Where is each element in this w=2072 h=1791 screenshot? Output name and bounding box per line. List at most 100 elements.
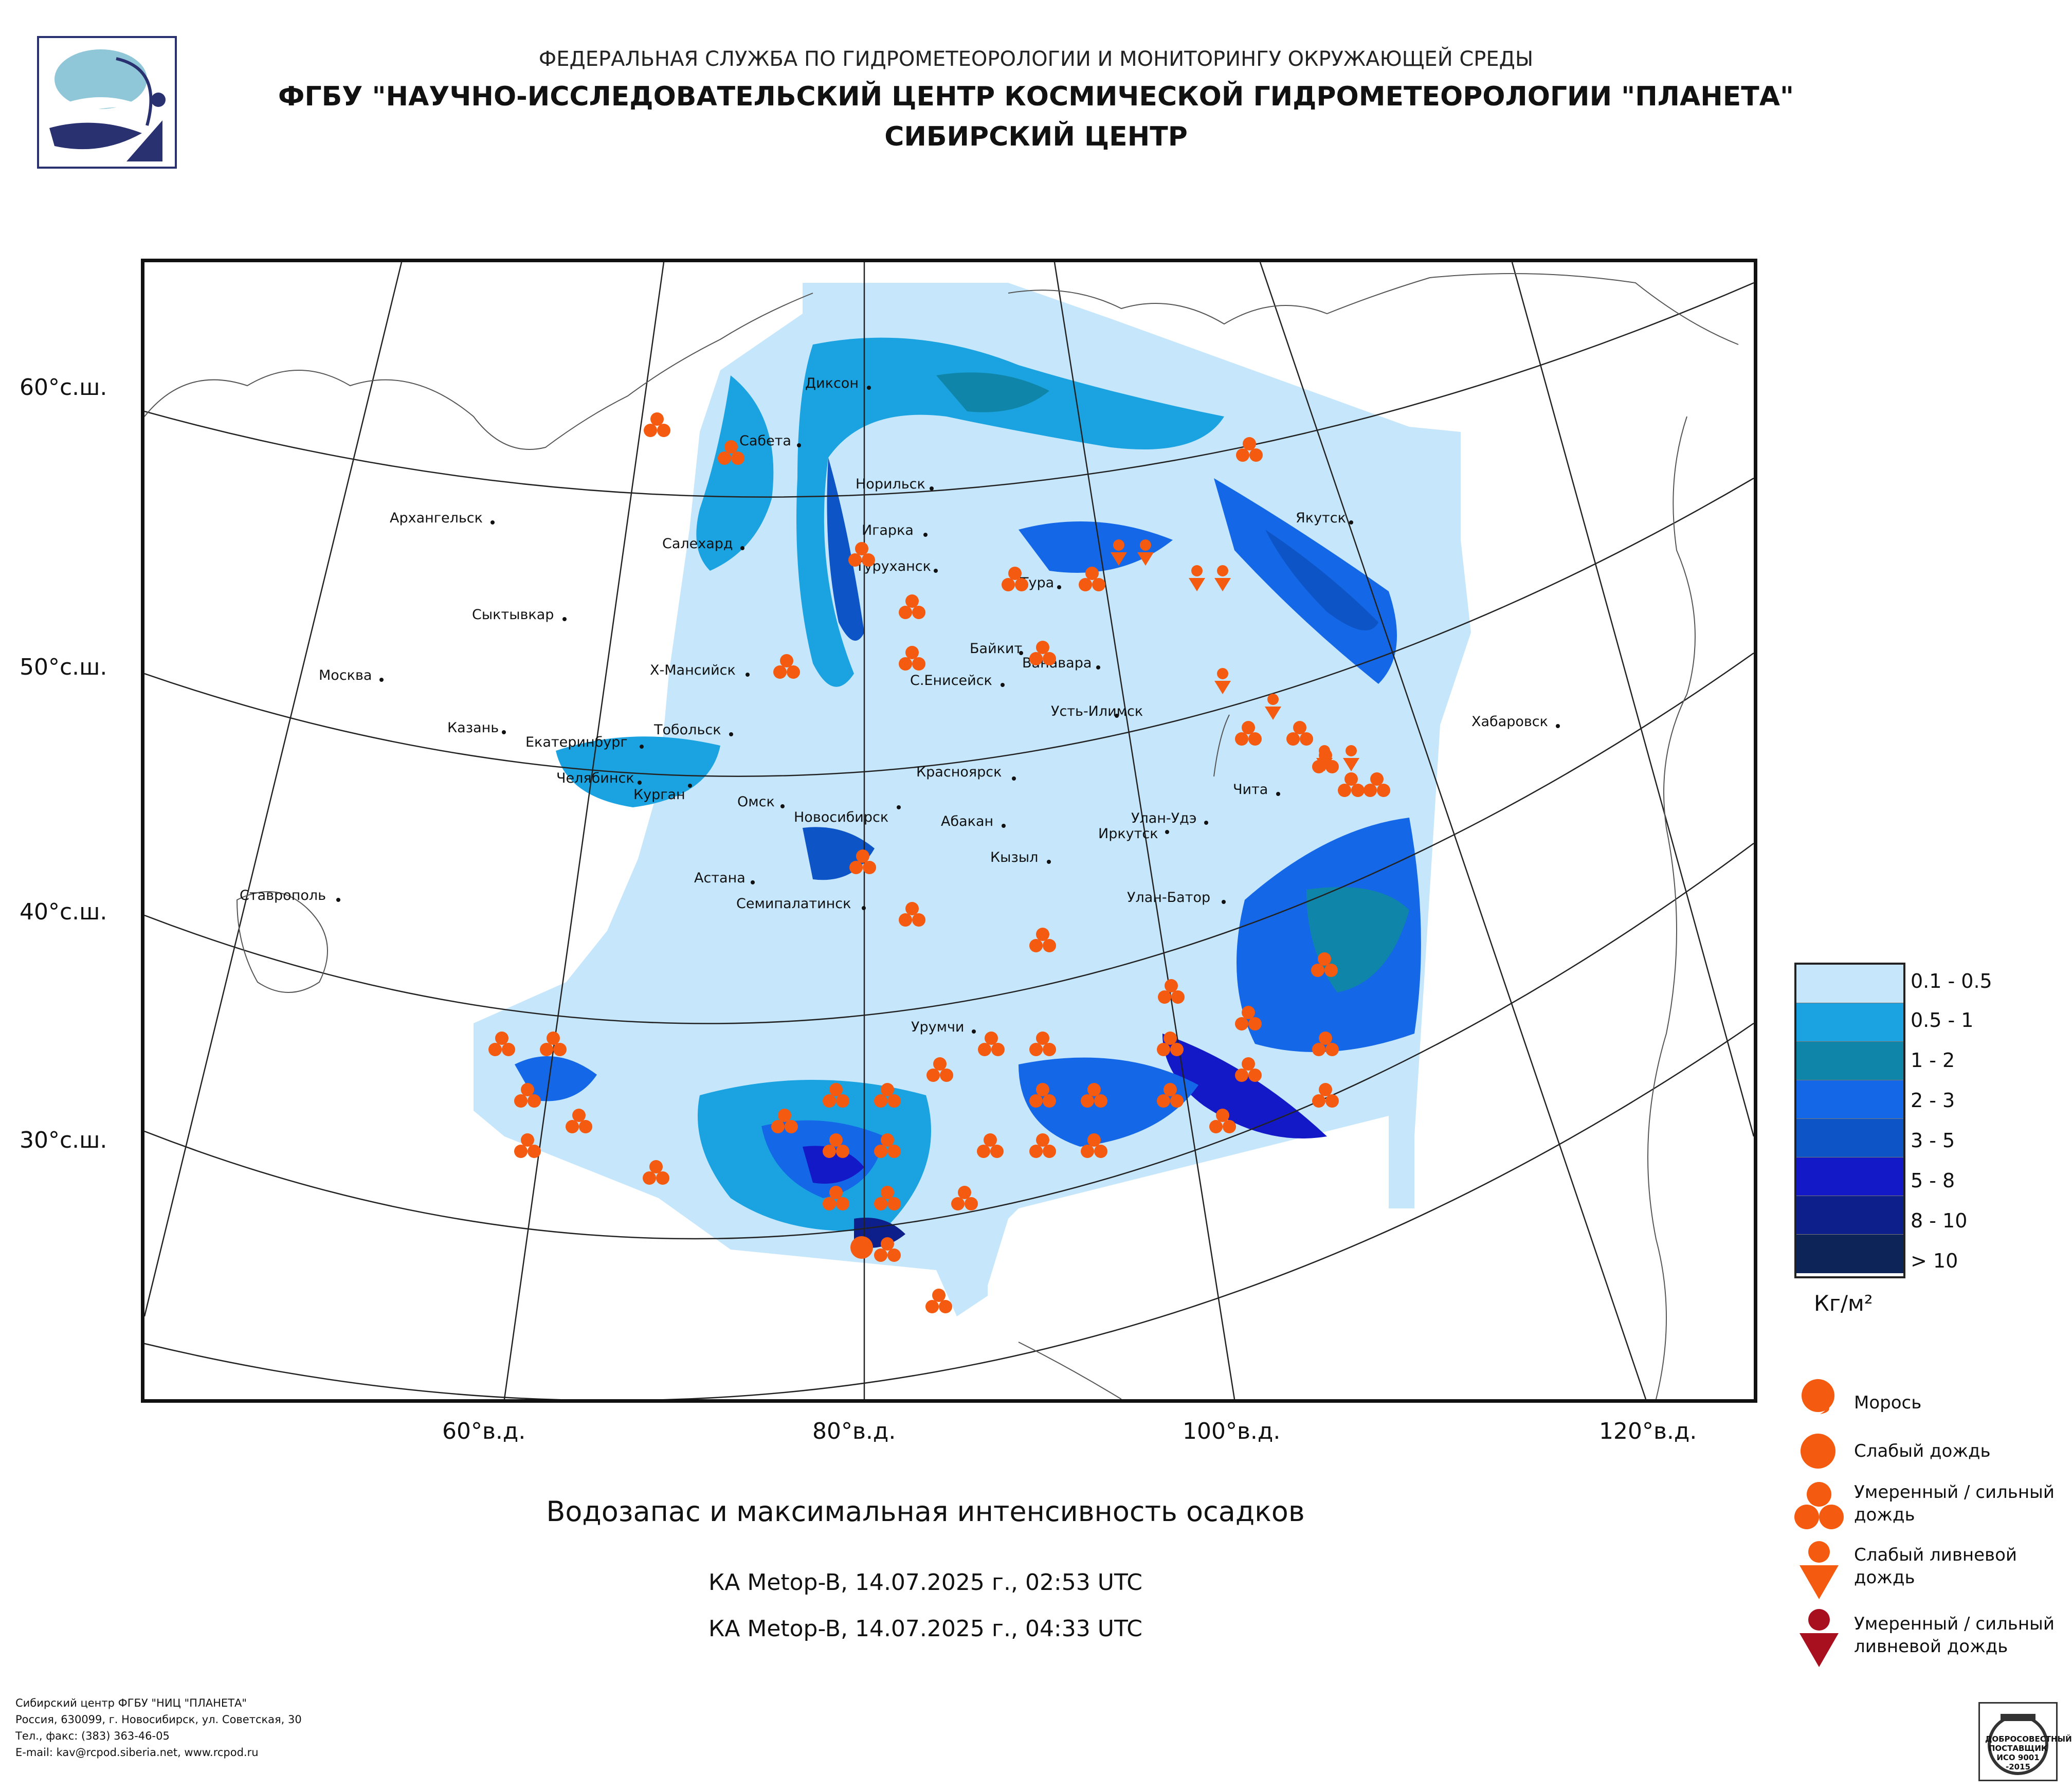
city-dot (1556, 724, 1560, 728)
lon-label-80: 80°в.д. (812, 1418, 896, 1444)
moderate-rain-marker (643, 1160, 669, 1185)
lat-label-40: 40°с.ш. (20, 899, 107, 925)
moderate-rain-marker (540, 1032, 567, 1056)
lat-label-30: 30°с.ш. (20, 1127, 107, 1153)
moderate-rain-marker (1081, 1083, 1107, 1108)
city-label: Челябинск (556, 770, 634, 786)
light-shower-icon (1800, 1541, 1839, 1599)
city-dot (1001, 683, 1005, 687)
moderate-rain-marker (823, 1186, 849, 1210)
city-label: Курган (633, 787, 685, 803)
city-label: Х-Мансийск (650, 662, 736, 678)
moderate-rain-marker (874, 1237, 901, 1262)
city-dot (379, 678, 384, 682)
city-dot (1349, 520, 1353, 524)
moderate-rain-icon (1794, 1482, 1844, 1529)
city-label: Казань (447, 720, 499, 736)
city-label: Игарка (862, 522, 914, 538)
lon-label-100: 100°в.д. (1183, 1418, 1281, 1444)
city-dot (688, 784, 692, 788)
moderate-rain-marker (1029, 928, 1056, 952)
legend-swatch (1796, 1080, 1903, 1119)
precip-legend-label: Умеренный / сильный дождь (1854, 1482, 2055, 1525)
footer-line: Тел., факс: (383) 363-46-05 (15, 1730, 170, 1742)
city-label: С.Енисейск (910, 673, 992, 689)
header-agency: ФЕДЕРАЛЬНАЯ СЛУЖБА ПО ГИДРОМЕТЕОРОЛОГИИ … (538, 47, 1534, 71)
moderate-rain-marker (1312, 1032, 1339, 1056)
iso-certificate-icon: ДОБРОСОВЕСТНЫЙ ПОСТАВЩИК ИСО 9001 -2015 (1978, 1702, 2072, 1781)
city-label: Ставрополь (240, 888, 326, 903)
moderate-rain-marker (514, 1133, 541, 1158)
moderate-rain-marker (823, 1133, 849, 1158)
moderate-rain-marker (1311, 952, 1338, 977)
city-dot (797, 443, 801, 447)
moderate-rain-marker (874, 1083, 901, 1108)
light-shower-marker (1189, 565, 1205, 591)
pass-1-label: КА Metop-B, 14.07.2025 г., 02:53 UTC (708, 1569, 1142, 1596)
moderate-rain-marker (1286, 721, 1313, 746)
moderate-rain-marker (1235, 1057, 1262, 1082)
moderate-rain-marker (1079, 567, 1105, 591)
footer-line: Сибирский центр ФГБУ "НИЦ "ПЛАНЕТА" (15, 1697, 247, 1709)
city-label: Урумчи (911, 1019, 965, 1035)
moderate-rain-marker (848, 542, 875, 567)
moderate-rain-marker (951, 1186, 978, 1210)
moderate-rain-marker (1235, 1006, 1262, 1030)
city-label: Хабаровск (1471, 714, 1548, 730)
legend-label: 5 - 8 (1911, 1169, 1955, 1192)
legend-label: 0.1 - 0.5 (1911, 970, 1992, 992)
lon-label-120: 120°в.д. (1599, 1418, 1697, 1444)
moderate-rain-marker (874, 1186, 901, 1210)
map-graticule (144, 262, 1754, 1399)
light-shower-marker (1214, 565, 1231, 591)
map-title: Водозапас и максимальная интенсивность о… (546, 1495, 1305, 1528)
moderate-rain-marker (925, 1289, 952, 1313)
city-label: Норильск (856, 476, 925, 492)
moderate-rain-marker (899, 646, 925, 671)
city-dot (1096, 665, 1100, 670)
legend-swatch (1796, 965, 1903, 1003)
moderate-rain-marker (1235, 721, 1262, 746)
map-frame[interactable] (141, 259, 1757, 1403)
moderate-rain-marker (1029, 1133, 1056, 1158)
iso-badge-text: ДОБРОСОВЕСТНЫЙ ПОСТАВЩИК ИСО 9001 -2015 (1985, 1734, 2072, 1771)
city-dot (1222, 900, 1226, 904)
heavy-shower-icon (1800, 1609, 1839, 1667)
moderate-rain-marker (644, 412, 670, 437)
lon-label-60: 60°в.д. (442, 1418, 526, 1444)
city-dot (1276, 792, 1280, 796)
light-shower-marker (1111, 539, 1127, 566)
city-dot (972, 1029, 976, 1034)
city-dot (780, 804, 785, 808)
legend-swatch (1796, 1119, 1903, 1157)
legend-label: 8 - 10 (1911, 1209, 1968, 1232)
city-label: Сыктывкар (472, 607, 554, 623)
moderate-rain-marker (1029, 641, 1056, 665)
pass-2-label: КА Metop-B, 14.07.2025 г., 04:33 UTC (708, 1616, 1142, 1642)
city-label: Иркутск (1098, 826, 1158, 842)
city-dot (502, 730, 506, 734)
cloud-water-swath (474, 283, 1471, 1316)
moderate-rain-marker (899, 902, 925, 927)
drizzle-icon (1802, 1379, 1834, 1414)
legend-swatch (1796, 1003, 1903, 1042)
precip-legend-label: Слабый ливневой дождь (1854, 1545, 2017, 1588)
moderate-rain-marker (1364, 772, 1390, 797)
legend-swatch (1796, 1157, 1903, 1196)
light-shower-marker (1343, 745, 1359, 771)
header-center: ФГБУ "НАУЧНО-ИССЛЕДОВАТЕЛЬСКИЙ ЦЕНТР КОС… (278, 81, 1794, 112)
water-content-legend (1794, 963, 1905, 1278)
city-dot (1047, 860, 1051, 864)
light-rain-icon (1801, 1434, 1835, 1469)
legend-label: 2 - 3 (1911, 1089, 1955, 1112)
city-label: Екатеринбург (525, 734, 628, 750)
legend-swatch (1796, 1196, 1903, 1235)
city-label: Якутск (1296, 510, 1346, 526)
city-dot (897, 805, 901, 809)
coastlines (144, 273, 1739, 1399)
moderate-rain-marker (978, 1032, 1005, 1056)
city-dot (1057, 585, 1061, 589)
city-dot (1002, 824, 1006, 828)
moderate-rain-marker (899, 594, 925, 619)
